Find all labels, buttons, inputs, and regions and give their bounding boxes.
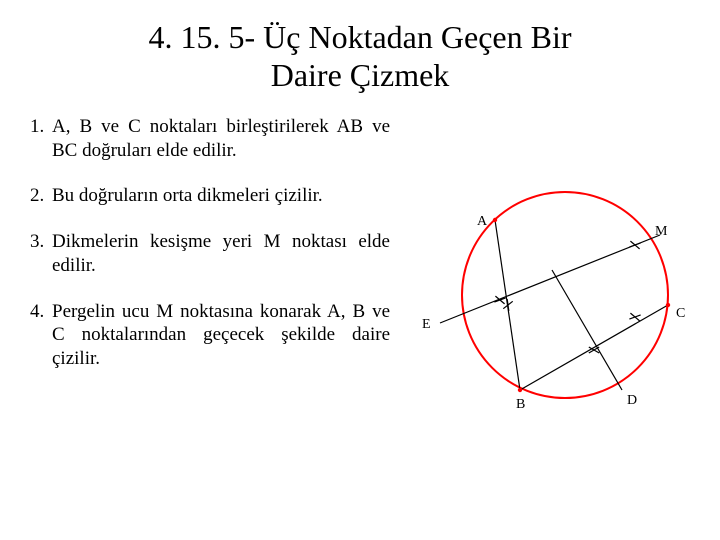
step-item: 4. Pergelin ucu M noktasına konarak A, B… (30, 300, 390, 371)
step-text: Bu doğruların orta dikmeleri çizilir. (52, 184, 390, 208)
step-item: 2. Bu doğruların orta dikmeleri çizilir. (30, 184, 390, 208)
steps-list: 1. A, B ve C noktaları birleştirilerek A… (30, 115, 390, 393)
page-title: 4. 15. 5- Üç Noktadan Geçen Bir Daire Çi… (0, 0, 720, 105)
content-area: 1. A, B ve C noktaları birleştirilerek A… (0, 105, 720, 393)
point-b (518, 388, 522, 392)
tick-mark (630, 313, 639, 321)
construction-line (520, 305, 668, 390)
step-text: Dikmelerin kesişme yeri M noktası elde e… (52, 230, 390, 278)
point-label-m: M (655, 224, 668, 239)
point-label-d: D (627, 393, 637, 408)
construction-line (552, 270, 622, 390)
step-number: 1. (30, 115, 52, 163)
diagram-svg: A B C M E D (390, 145, 710, 465)
step-number: 3. (30, 230, 52, 278)
step-item: 3. Dikmelerin kesişme yeri M noktası eld… (30, 230, 390, 278)
tick-mark (630, 241, 639, 249)
point-label-b: B (516, 397, 525, 412)
step-number: 2. (30, 184, 52, 208)
step-text: Pergelin ucu M noktasına konarak A, B ve… (52, 300, 390, 371)
point-label-a: A (477, 214, 488, 229)
constructed-circle (462, 192, 668, 398)
title-line-2: Daire Çizmek (271, 57, 450, 93)
point-a (493, 218, 497, 222)
title-line-1: 4. 15. 5- Üç Noktadan Geçen Bir (149, 19, 572, 55)
step-number: 4. (30, 300, 52, 371)
point-label-c: C (676, 306, 685, 321)
point-c (666, 303, 670, 307)
step-item: 1. A, B ve C noktaları birleştirilerek A… (30, 115, 390, 163)
geometry-diagram: ABCMED (390, 115, 690, 393)
point-label-e: E (422, 317, 431, 332)
step-text: A, B ve C noktaları birleştirilerek AB v… (52, 115, 390, 163)
